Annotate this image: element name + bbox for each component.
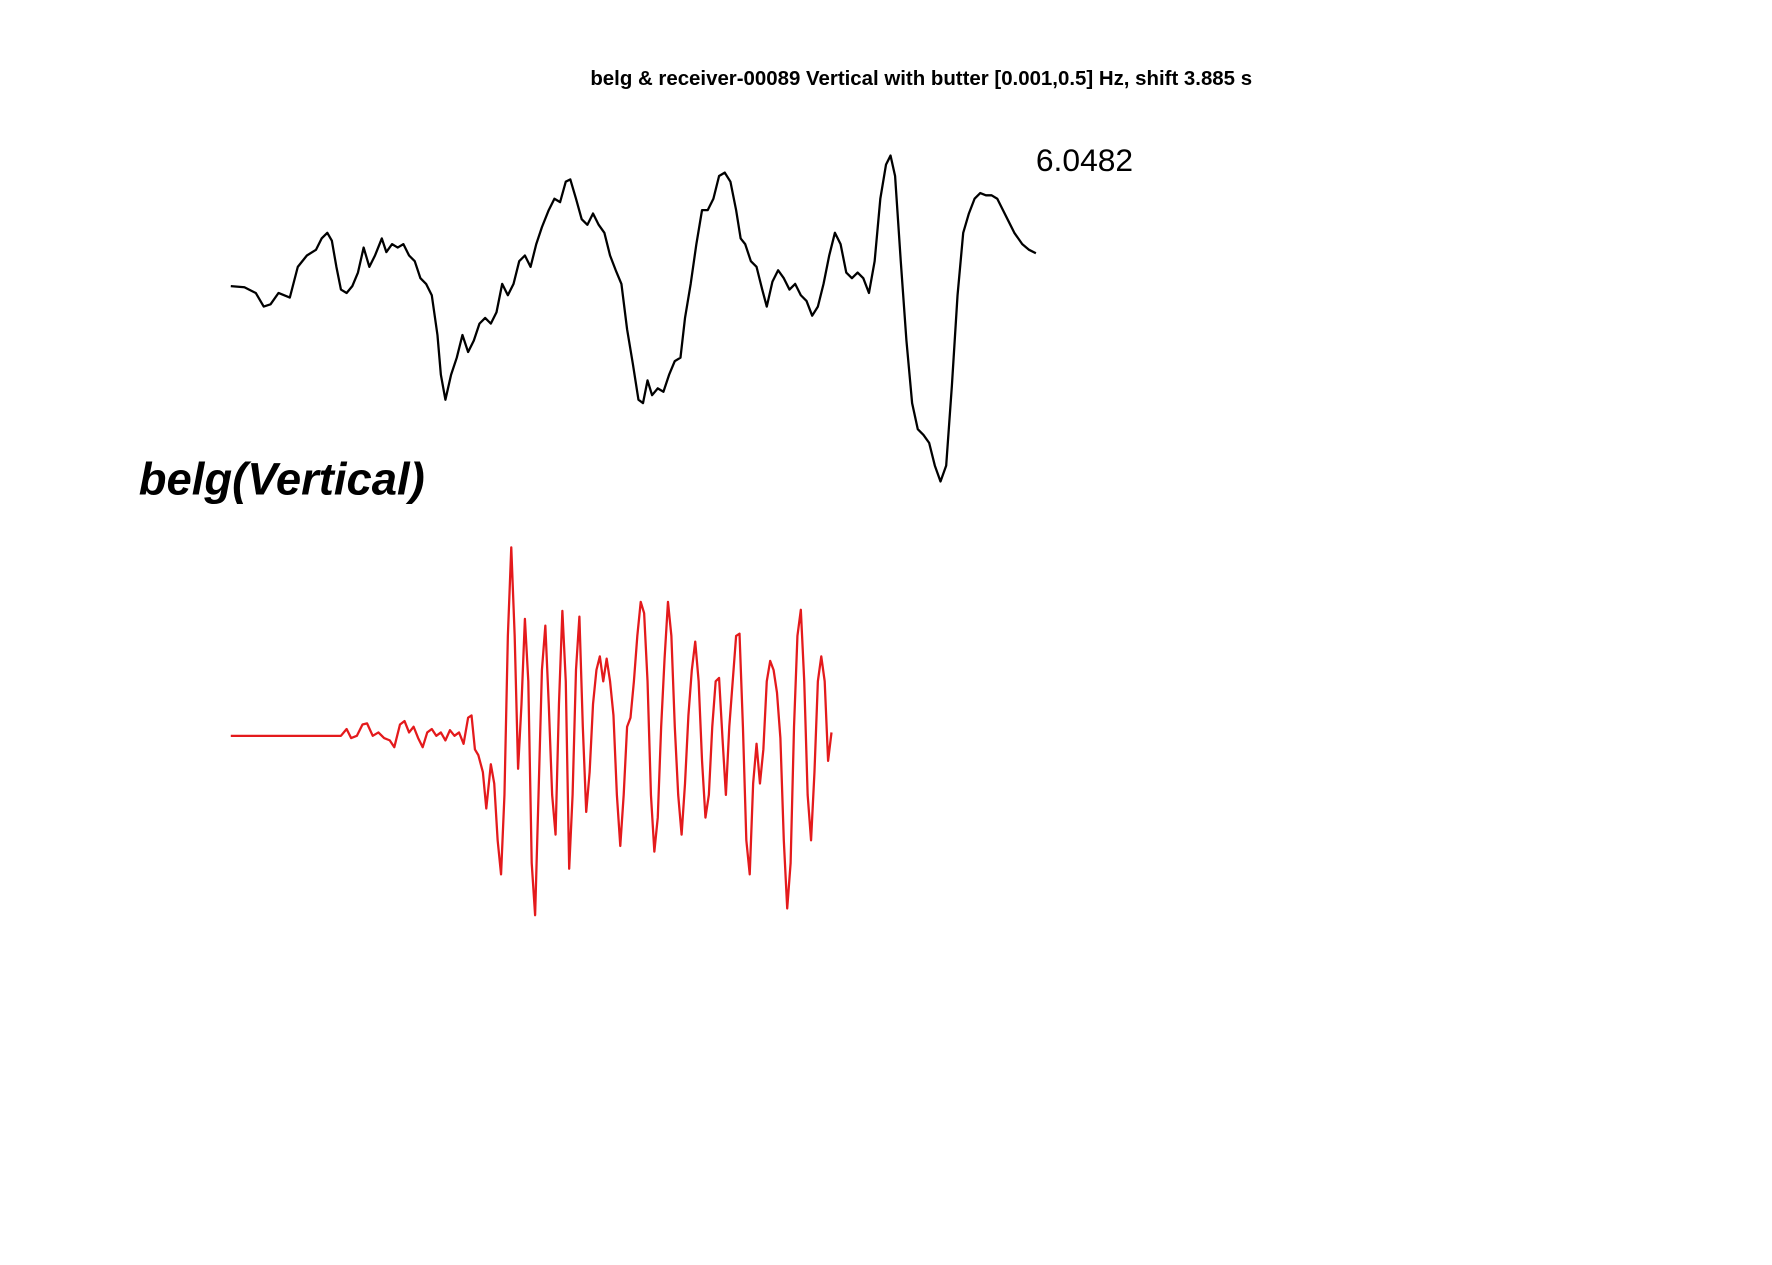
waveform	[230, 546, 833, 917]
chart-title: belg & receiver-00089 Vertical with butt…	[590, 68, 1252, 90]
annotation: 6.0482	[1036, 142, 1133, 178]
waveform	[230, 154, 1037, 483]
trace-label: belg(Vertical)	[139, 454, 425, 505]
